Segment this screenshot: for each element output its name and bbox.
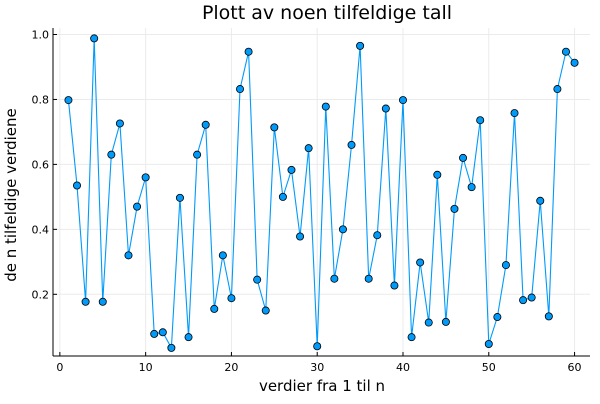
chart-title: Plott av noen tilfeldige tall	[202, 2, 452, 24]
data-point	[227, 294, 236, 303]
data-point	[330, 274, 339, 283]
data-point	[73, 181, 82, 190]
data-point	[261, 306, 270, 315]
data-point	[167, 343, 176, 352]
series	[64, 34, 579, 352]
data-point	[416, 258, 425, 267]
x-tick-label: 60	[568, 361, 582, 374]
data-point	[201, 120, 210, 129]
data-point	[476, 116, 485, 125]
data-point	[356, 41, 365, 50]
data-point	[98, 297, 107, 306]
data-point	[150, 329, 159, 338]
x-tick-label: 40	[396, 361, 410, 374]
data-point	[510, 109, 519, 118]
data-point	[467, 183, 476, 192]
y-tick-label: 0.6	[32, 158, 50, 171]
data-point	[441, 317, 450, 326]
data-point	[218, 251, 227, 260]
tick-labels: 0 10 20 30 40 50 60 0.2 0.4 0.6 0.8 1.0	[32, 28, 582, 374]
data-point	[236, 85, 245, 94]
y-tick-label: 0.8	[32, 93, 50, 106]
x-tick-label: 50	[482, 361, 496, 374]
series-line	[67, 38, 575, 350]
data-point	[519, 296, 528, 305]
data-point	[287, 165, 296, 174]
data-point	[493, 313, 502, 322]
data-point	[484, 339, 493, 348]
data-point	[544, 312, 553, 321]
data-point	[296, 232, 305, 241]
data-point	[115, 119, 124, 128]
y-tick-label: 0.4	[32, 223, 50, 236]
data-point	[364, 274, 373, 283]
data-point	[210, 304, 219, 313]
data-point	[193, 150, 202, 159]
data-point	[107, 150, 116, 159]
x-tick-label: 0	[56, 361, 63, 374]
y-tick-label: 0.2	[32, 288, 50, 301]
data-point	[64, 96, 73, 105]
x-tick-label: 10	[139, 361, 153, 374]
data-point	[133, 202, 142, 211]
data-point	[450, 204, 459, 213]
data-point	[184, 333, 193, 342]
data-point	[81, 297, 90, 306]
data-point	[553, 85, 562, 94]
y-axis-title: de n tilfeldige verdiene	[2, 108, 20, 282]
data-point	[175, 193, 184, 202]
x-tick-label: 20	[224, 361, 238, 374]
data-point	[536, 196, 545, 205]
data-point	[124, 251, 133, 260]
x-axis-title: verdier fra 1 til n	[259, 377, 385, 395]
data-point	[270, 123, 279, 132]
y-tick-label: 1.0	[32, 28, 50, 41]
data-point	[501, 261, 510, 270]
data-point	[433, 170, 442, 179]
data-point	[398, 96, 407, 105]
data-point	[244, 47, 253, 56]
data-point	[304, 144, 313, 153]
grid	[53, 28, 590, 356]
data-point	[424, 318, 433, 327]
data-point	[253, 275, 262, 284]
axes	[52, 28, 590, 357]
data-point	[158, 328, 167, 337]
data-point	[561, 47, 570, 56]
data-point	[338, 225, 347, 234]
data-point	[407, 333, 416, 342]
data-point	[347, 140, 356, 149]
data-point	[373, 231, 382, 240]
data-point	[390, 281, 399, 290]
data-point	[527, 293, 536, 302]
data-point	[141, 173, 150, 182]
data-point	[313, 342, 322, 351]
data-point	[381, 104, 390, 113]
data-point	[459, 153, 468, 162]
data-point	[570, 58, 579, 67]
data-point	[321, 102, 330, 111]
x-tick-label: 30	[310, 361, 324, 374]
data-point	[90, 34, 99, 43]
data-point	[278, 192, 287, 201]
